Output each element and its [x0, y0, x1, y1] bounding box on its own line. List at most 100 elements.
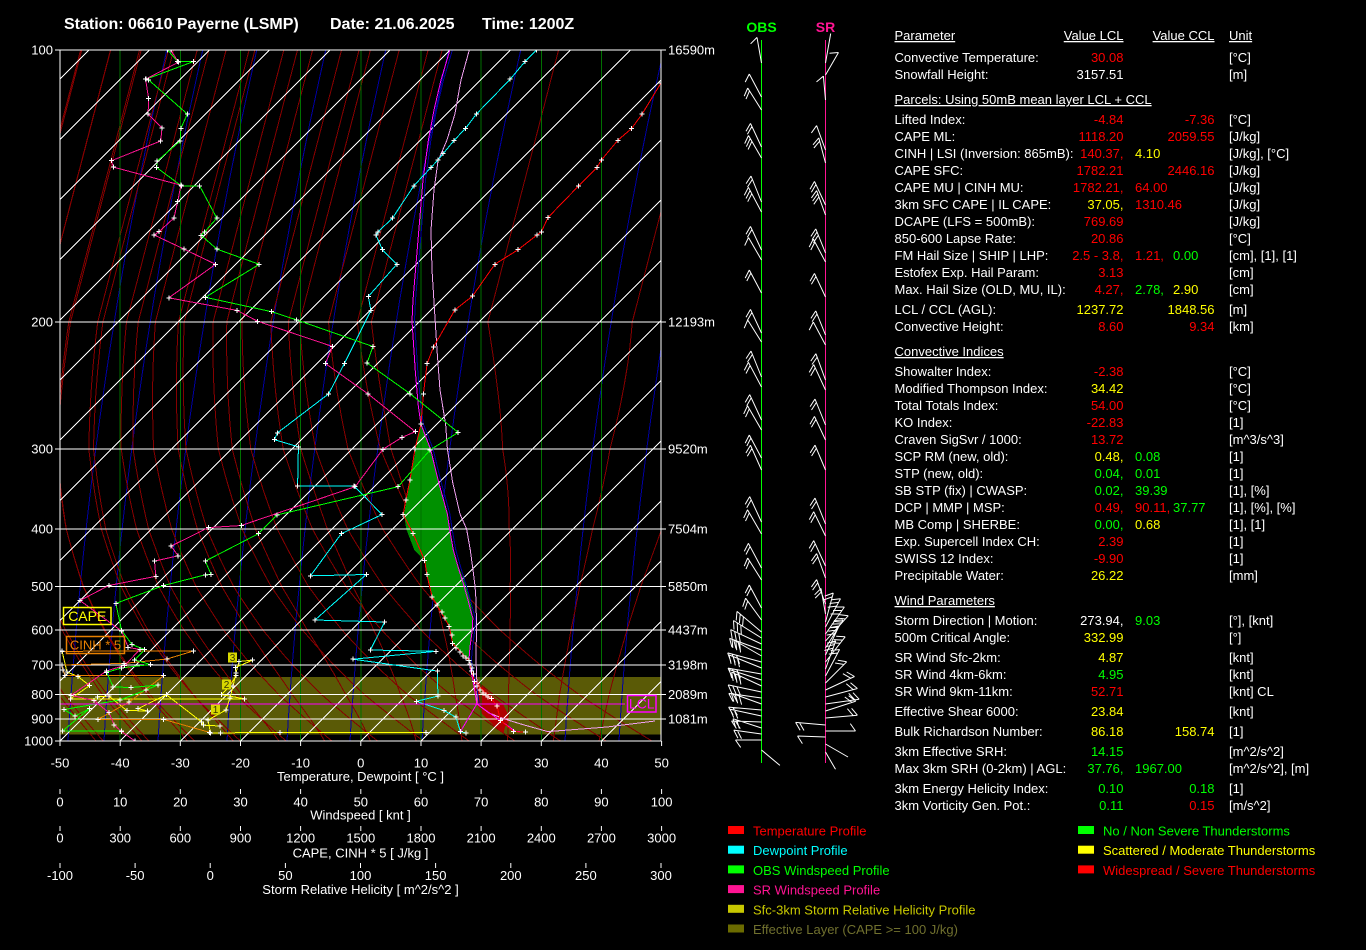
- svg-text:Bulk Richardson Number:: Bulk Richardson Number:: [895, 724, 1043, 739]
- svg-text:[1], [1]: [1], [1]: [1229, 517, 1265, 532]
- svg-text:[J/kg]: [J/kg]: [1229, 163, 1260, 178]
- svg-text:0.08: 0.08: [1135, 449, 1160, 464]
- svg-text:Windspeed [ knt ]: Windspeed [ knt ]: [310, 808, 410, 823]
- svg-text:[m^2/s^2]: [m^2/s^2]: [1229, 744, 1284, 759]
- svg-text:1081m: 1081m: [668, 712, 708, 727]
- svg-text:300: 300: [109, 831, 131, 846]
- svg-text:1310.46: 1310.46: [1135, 197, 1182, 212]
- svg-text:[°], [knt]: [°], [knt]: [1229, 613, 1273, 628]
- svg-text:900: 900: [230, 831, 252, 846]
- svg-text:3km Energy Helicity Index:: 3km Energy Helicity Index:: [895, 781, 1049, 796]
- svg-text:CAPE MU | CINH MU:: CAPE MU | CINH MU:: [895, 180, 1024, 195]
- svg-text:-9.90: -9.90: [1094, 551, 1124, 566]
- svg-text:20.86: 20.86: [1091, 231, 1124, 246]
- svg-text:Time: 1200Z: Time: 1200Z: [482, 16, 574, 33]
- svg-text:0.11: 0.11: [1099, 798, 1123, 813]
- svg-text:[°C]: [°C]: [1229, 231, 1251, 246]
- svg-text:1200: 1200: [286, 831, 315, 846]
- svg-text:37.76,: 37.76,: [1087, 761, 1123, 776]
- svg-text:4.27,: 4.27,: [1095, 282, 1124, 297]
- svg-text:300: 300: [650, 868, 672, 883]
- svg-text:SWISS 12 Index:: SWISS 12 Index:: [895, 551, 994, 566]
- svg-text:0.49,: 0.49,: [1095, 500, 1124, 515]
- svg-text:200: 200: [500, 868, 522, 883]
- svg-text:-10: -10: [291, 756, 310, 771]
- svg-text:140.37,: 140.37,: [1080, 146, 1123, 161]
- svg-text:50: 50: [354, 794, 368, 809]
- svg-text:2.90: 2.90: [1173, 282, 1198, 297]
- svg-text:1782.21: 1782.21: [1077, 163, 1124, 178]
- svg-text:-50: -50: [51, 756, 70, 771]
- svg-text:2700: 2700: [587, 831, 616, 846]
- svg-text:273.94,: 273.94,: [1080, 613, 1123, 628]
- svg-text:LCL / CCL (AGL):: LCL / CCL (AGL):: [895, 302, 997, 317]
- svg-text:37.05,: 37.05,: [1087, 197, 1123, 212]
- svg-text:[J/kg], [°C]: [J/kg], [°C]: [1229, 146, 1289, 161]
- svg-text:Showalter Index:: Showalter Index:: [895, 364, 992, 379]
- svg-text:Craven SigSvr / 1000:: Craven SigSvr / 1000:: [895, 432, 1022, 447]
- svg-text:SR: SR: [816, 19, 835, 35]
- svg-text:Storm Relative Helicity [ m^2: Storm Relative Helicity [ m^2/s^2 ]: [262, 882, 458, 897]
- svg-text:Precipitable Water:: Precipitable Water:: [895, 568, 1004, 583]
- svg-text:CAPE SFC:: CAPE SFC:: [895, 163, 964, 178]
- svg-text:No / Non Severe Thunderstorms: No / Non Severe Thunderstorms: [1103, 824, 1290, 839]
- svg-text:[knt] CL: [knt] CL: [1229, 684, 1274, 699]
- svg-text:Total Totals Index:: Total Totals Index:: [895, 398, 999, 413]
- svg-text:[cm]: [cm]: [1229, 282, 1254, 297]
- svg-text:OBS Windspeed Profile: OBS Windspeed Profile: [753, 863, 890, 878]
- svg-text:Max 3km SRH (0-2km) | AGL:: Max 3km SRH (0-2km) | AGL:: [895, 761, 1067, 776]
- svg-text:20: 20: [173, 794, 187, 809]
- svg-text:10: 10: [414, 756, 428, 771]
- svg-text:-40: -40: [111, 756, 130, 771]
- svg-text:[m]: [m]: [1229, 67, 1247, 82]
- svg-text:Max. Hail Size (OLD, MU, IL):: Max. Hail Size (OLD, MU, IL):: [895, 282, 1066, 297]
- svg-text:2100: 2100: [467, 831, 496, 846]
- svg-text:[m/s^2]: [m/s^2]: [1229, 798, 1271, 813]
- svg-text:10: 10: [113, 794, 127, 809]
- svg-text:Sfc-3km Storm Relative Helicit: Sfc-3km Storm Relative Helicity Profile: [753, 902, 976, 917]
- svg-text:50: 50: [654, 756, 668, 771]
- svg-text:64.00: 64.00: [1135, 180, 1168, 195]
- svg-text:-4.84: -4.84: [1094, 112, 1124, 127]
- svg-text:100: 100: [350, 868, 372, 883]
- svg-text:500: 500: [31, 579, 53, 594]
- svg-text:158.74: 158.74: [1175, 724, 1215, 739]
- svg-text:CAPE ML:: CAPE ML:: [895, 129, 956, 144]
- svg-text:Unit: Unit: [1229, 28, 1253, 43]
- svg-text:Storm Direction | Motion:: Storm Direction | Motion:: [895, 613, 1038, 628]
- svg-text:26.22: 26.22: [1091, 568, 1124, 583]
- svg-text:[cm]: [cm]: [1229, 265, 1254, 280]
- svg-text:SR Wind Sfc-2km:: SR Wind Sfc-2km:: [895, 650, 1001, 665]
- svg-text:1848.56: 1848.56: [1168, 302, 1215, 317]
- svg-text:0.04,: 0.04,: [1095, 466, 1124, 481]
- svg-text:MB Comp | SHERBE:: MB Comp | SHERBE:: [895, 517, 1020, 532]
- svg-text:Temperature Profile: Temperature Profile: [753, 824, 866, 839]
- svg-text:4.87: 4.87: [1098, 650, 1123, 665]
- svg-text:-30: -30: [171, 756, 190, 771]
- svg-text:1967.00: 1967.00: [1135, 761, 1182, 776]
- svg-text:13.72: 13.72: [1091, 432, 1124, 447]
- svg-text:STP (new, old):: STP (new, old):: [895, 466, 984, 481]
- svg-text:200: 200: [31, 315, 53, 330]
- svg-text:Date: 21.06.2025: Date: 21.06.2025: [330, 16, 455, 33]
- svg-text:90: 90: [594, 794, 608, 809]
- svg-text:332.99: 332.99: [1084, 630, 1124, 645]
- svg-text:250: 250: [575, 868, 597, 883]
- svg-text:4437m: 4437m: [668, 623, 708, 638]
- svg-text:Modified Thompson Index:: Modified Thompson Index:: [895, 381, 1048, 396]
- svg-text:[°C]: [°C]: [1229, 50, 1251, 65]
- svg-text:[knt]: [knt]: [1229, 704, 1254, 719]
- svg-text:8.60: 8.60: [1098, 319, 1123, 334]
- svg-text:2446.16: 2446.16: [1168, 163, 1215, 178]
- svg-text:23.84: 23.84: [1091, 704, 1124, 719]
- svg-text:769.69: 769.69: [1084, 214, 1124, 229]
- svg-text:1118.20: 1118.20: [1078, 129, 1123, 144]
- svg-text:0.10: 0.10: [1098, 781, 1123, 796]
- svg-text:4.10: 4.10: [1135, 146, 1160, 161]
- svg-text:150: 150: [425, 868, 447, 883]
- svg-text:90.11,: 90.11,: [1135, 500, 1170, 515]
- svg-text:Widespread / Severe Thundersto: Widespread / Severe Thunderstorms: [1103, 863, 1316, 878]
- svg-text:Temperature, Dewpoint [ °C ]: Temperature, Dewpoint [ °C ]: [277, 769, 444, 784]
- svg-text:1237.72: 1237.72: [1077, 302, 1124, 317]
- svg-text:Exp. Supercell Index CH:: Exp. Supercell Index CH:: [895, 534, 1040, 549]
